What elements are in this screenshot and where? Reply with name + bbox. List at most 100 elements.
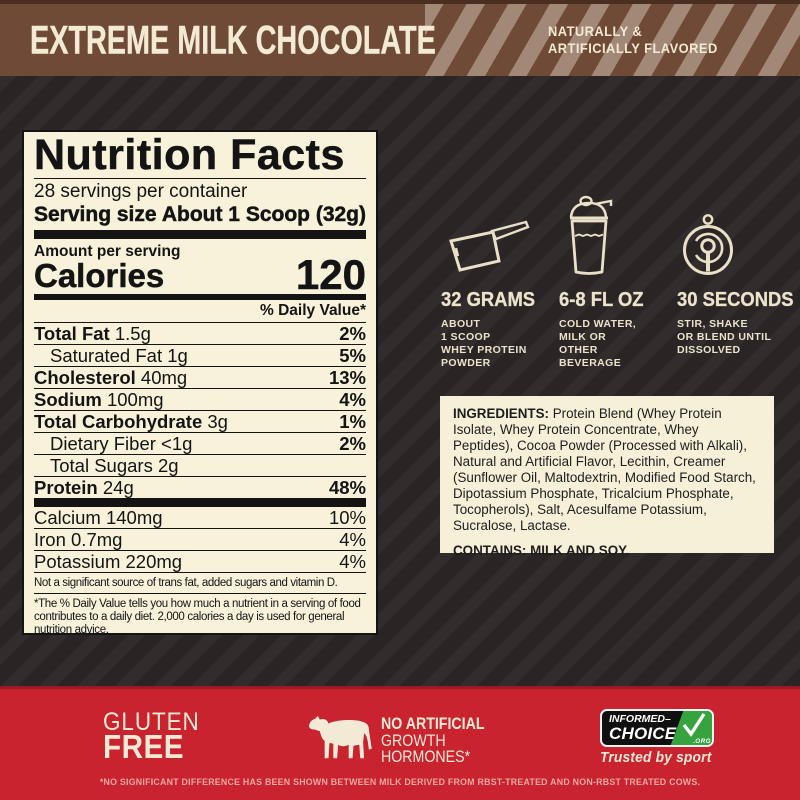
ingredients-text: INGREDIENTS: Protein Blend (Whey Protein…: [453, 406, 761, 534]
footer-bar: GLUTEN FREE NO ARTIFICIAL GROWTH HORMONE…: [0, 686, 800, 800]
nutrient-name: Protein: [34, 476, 98, 498]
mineral-row-iron: Iron 0.7mg 4%: [34, 529, 366, 551]
badge-line2: CHOICE: [609, 724, 677, 743]
direction-detail-line: ABOUT: [441, 318, 481, 330]
nutrient-name: Saturated Fat: [50, 344, 163, 366]
informed-choice-wordmark: INFORMED– CHOICE: [609, 713, 677, 743]
nutrient-row-total-carbohydrate: Total Carbohydrate 3g 1%: [34, 411, 366, 433]
allergen-statement: CONTAINS: MILK AND SOY.: [453, 543, 630, 558]
gluten-free-claim: GLUTEN FREE: [103, 708, 200, 765]
nutrient-amount: 100mg: [101, 388, 164, 410]
serving-size-label: Serving size: [34, 203, 157, 227]
rbst-disclaimer: *NO SIGNIFICANT DIFFERENCE HAS BEEN SHOW…: [99, 777, 701, 787]
mineral-row-potassium: Potassium 220mg 4%: [34, 551, 366, 573]
direction-detail-line: POWDER: [441, 357, 491, 369]
shaker-icon: [559, 195, 677, 277]
mineral-row-calcium: Calcium 140mg 10%: [34, 507, 366, 529]
nutrient-dv: 48%: [328, 476, 366, 498]
nutrient-row-total-sugars: Total Sugars 2g: [34, 455, 366, 477]
ingredients-list: Protein Blend (Whey Protein Isolate, Whe…: [453, 406, 756, 533]
direction-detail-line: STIR, SHAKE: [677, 318, 748, 330]
nutrient-row-sodium: Sodium 100mg 4%: [34, 389, 366, 411]
nutrient-row-total-fat: Total Fat 1.5g 2%: [34, 323, 366, 345]
divider-medium: [34, 294, 366, 300]
diagonal-stripes-decoration: [425, 4, 800, 80]
cow-icon: [306, 714, 376, 764]
nutrient-name: Sodium: [34, 388, 102, 410]
no-artificial-line1: NO ARTIFICIAL: [381, 715, 485, 733]
product-flavor-title: EXTREME MILK CHOCOLATE: [30, 18, 436, 63]
no-artificial-line3: HORMONES*: [381, 748, 471, 766]
nutrition-facts-panel: Nutrition Facts 28 servings per containe…: [22, 130, 378, 636]
nutrient-name: Cholesterol: [34, 366, 136, 388]
servings-per-container: 28 servings per container: [34, 181, 248, 202]
direction-detail-line: OR BLEND UNTIL: [677, 331, 772, 343]
nutrient-row-cholesterol: Cholesterol 40mg 13%: [34, 367, 366, 389]
badge-org-text: .ORG: [693, 738, 711, 745]
informed-choice-badge: INFORMED– CHOICE .ORG Trusted by sport: [600, 709, 718, 766]
calories-label: Calories: [34, 257, 165, 294]
direction-heading: 32 GRAMS: [441, 289, 536, 311]
mineral-dv: 10%: [328, 506, 366, 528]
nutrient-dv: 5%: [339, 344, 366, 366]
nutrient-dv: 4%: [339, 388, 366, 410]
serving-size-value: About 1 Scoop (32g): [161, 203, 367, 227]
nutrient-amount: 2g: [152, 454, 179, 476]
daily-value-footnote: *The % Daily Value tells you how much a …: [34, 598, 361, 636]
flavor-disclaimer-line2: ARTIFICIALLY FLAVORED: [548, 40, 718, 56]
nutrient-dv: 2%: [339, 432, 366, 454]
directions-row: 32 GRAMS ABOUT 1 SCOOP WHEY PROTEIN POWD…: [441, 195, 795, 370]
nutrient-row-dietary-fiber: Dietary Fiber <1g 2%: [34, 433, 366, 455]
mineral-name: Iron 0.7mg: [34, 528, 123, 550]
nutrient-name: Total Carbohydrate: [34, 410, 203, 432]
divider-thick: [34, 230, 366, 239]
nutrient-dv: 2%: [339, 322, 366, 344]
nutrient-row-protein: Protein 24g 48%: [34, 477, 366, 498]
direction-detail: COLD WATER, MILK OR OTHER BEVERAGE: [559, 318, 677, 370]
flavor-disclaimer-line1: NATURALLY &: [548, 23, 643, 39]
direction-detail-line: 1 SCOOP: [441, 331, 491, 343]
direction-shaker: 6-8 FL OZ COLD WATER, MILK OR OTHER BEVE…: [559, 195, 677, 370]
header-bar: EXTREME MILK CHOCOLATE NATURALLY & ARTIF…: [0, 0, 800, 80]
nutrient-amount: 3g: [202, 410, 228, 432]
nutrient-dv: 13%: [328, 366, 366, 388]
calories-row: Calories 120: [34, 251, 367, 298]
nutrient-amount: <1g: [155, 432, 193, 454]
direction-detail-line: MILK OR: [559, 331, 607, 343]
mineral-dv: 4%: [339, 528, 366, 550]
direction-detail: ABOUT 1 SCOOP WHEY PROTEIN POWDER: [441, 318, 559, 370]
nutrient-row-saturated-fat: Saturated Fat 1g 5%: [34, 345, 366, 367]
flavor-disclaimer: NATURALLY & ARTIFICIALLY FLAVORED: [548, 23, 718, 57]
divider-thick: [34, 498, 366, 507]
direction-detail-line: DISSOLVED: [677, 344, 741, 356]
nutrition-facts-title: Nutrition Facts: [34, 133, 366, 179]
serving-size-row: Serving size About 1 Scoop (32g): [34, 202, 366, 230]
not-significant-note: Not a significant source of trans fat, a…: [34, 573, 366, 594]
nutrient-amount: 1.5g: [109, 322, 151, 344]
direction-scoop: 32 GRAMS ABOUT 1 SCOOP WHEY PROTEIN POWD…: [441, 203, 559, 370]
gluten-free-line1: GLUTEN: [103, 708, 200, 736]
informed-choice-logo: INFORMED– CHOICE .ORG: [600, 709, 714, 747]
badge-green-panel: .ORG: [670, 711, 712, 745]
scoop-icon: [441, 203, 559, 277]
badge-tagline: Trusted by sport: [600, 750, 712, 766]
nutrient-name: Total Fat: [34, 322, 110, 344]
ingredients-label: INGREDIENTS:: [453, 406, 549, 421]
nutrient-amount: 1g: [162, 344, 188, 366]
gluten-free-line2: FREE: [103, 728, 185, 765]
badge-line1: INFORMED–: [609, 713, 671, 725]
daily-value-header: % Daily Value*: [34, 300, 366, 323]
direction-detail: STIR, SHAKE OR BLEND UNTIL DISSOLVED: [677, 318, 795, 357]
nutrient-name: Dietary Fiber: [50, 432, 156, 454]
direction-detail-line: OTHER: [559, 344, 598, 356]
nutrient-amount: 24g: [97, 476, 134, 498]
checkmark-icon: [680, 712, 706, 738]
no-artificial-hormones-claim: NO ARTIFICIAL GROWTH HORMONES*: [381, 716, 485, 766]
nutrient-name: Total Sugars: [50, 454, 153, 476]
timer-icon: [677, 203, 795, 277]
direction-timer: 30 SECONDS STIR, SHAKE OR BLEND UNTIL DI…: [677, 203, 795, 370]
calories-value: 120: [295, 251, 367, 298]
nutrient-amount: 40mg: [135, 366, 188, 388]
ingredients-box: INGREDIENTS: Protein Blend (Whey Protein…: [440, 396, 774, 558]
direction-detail-line: BEVERAGE: [559, 357, 622, 369]
